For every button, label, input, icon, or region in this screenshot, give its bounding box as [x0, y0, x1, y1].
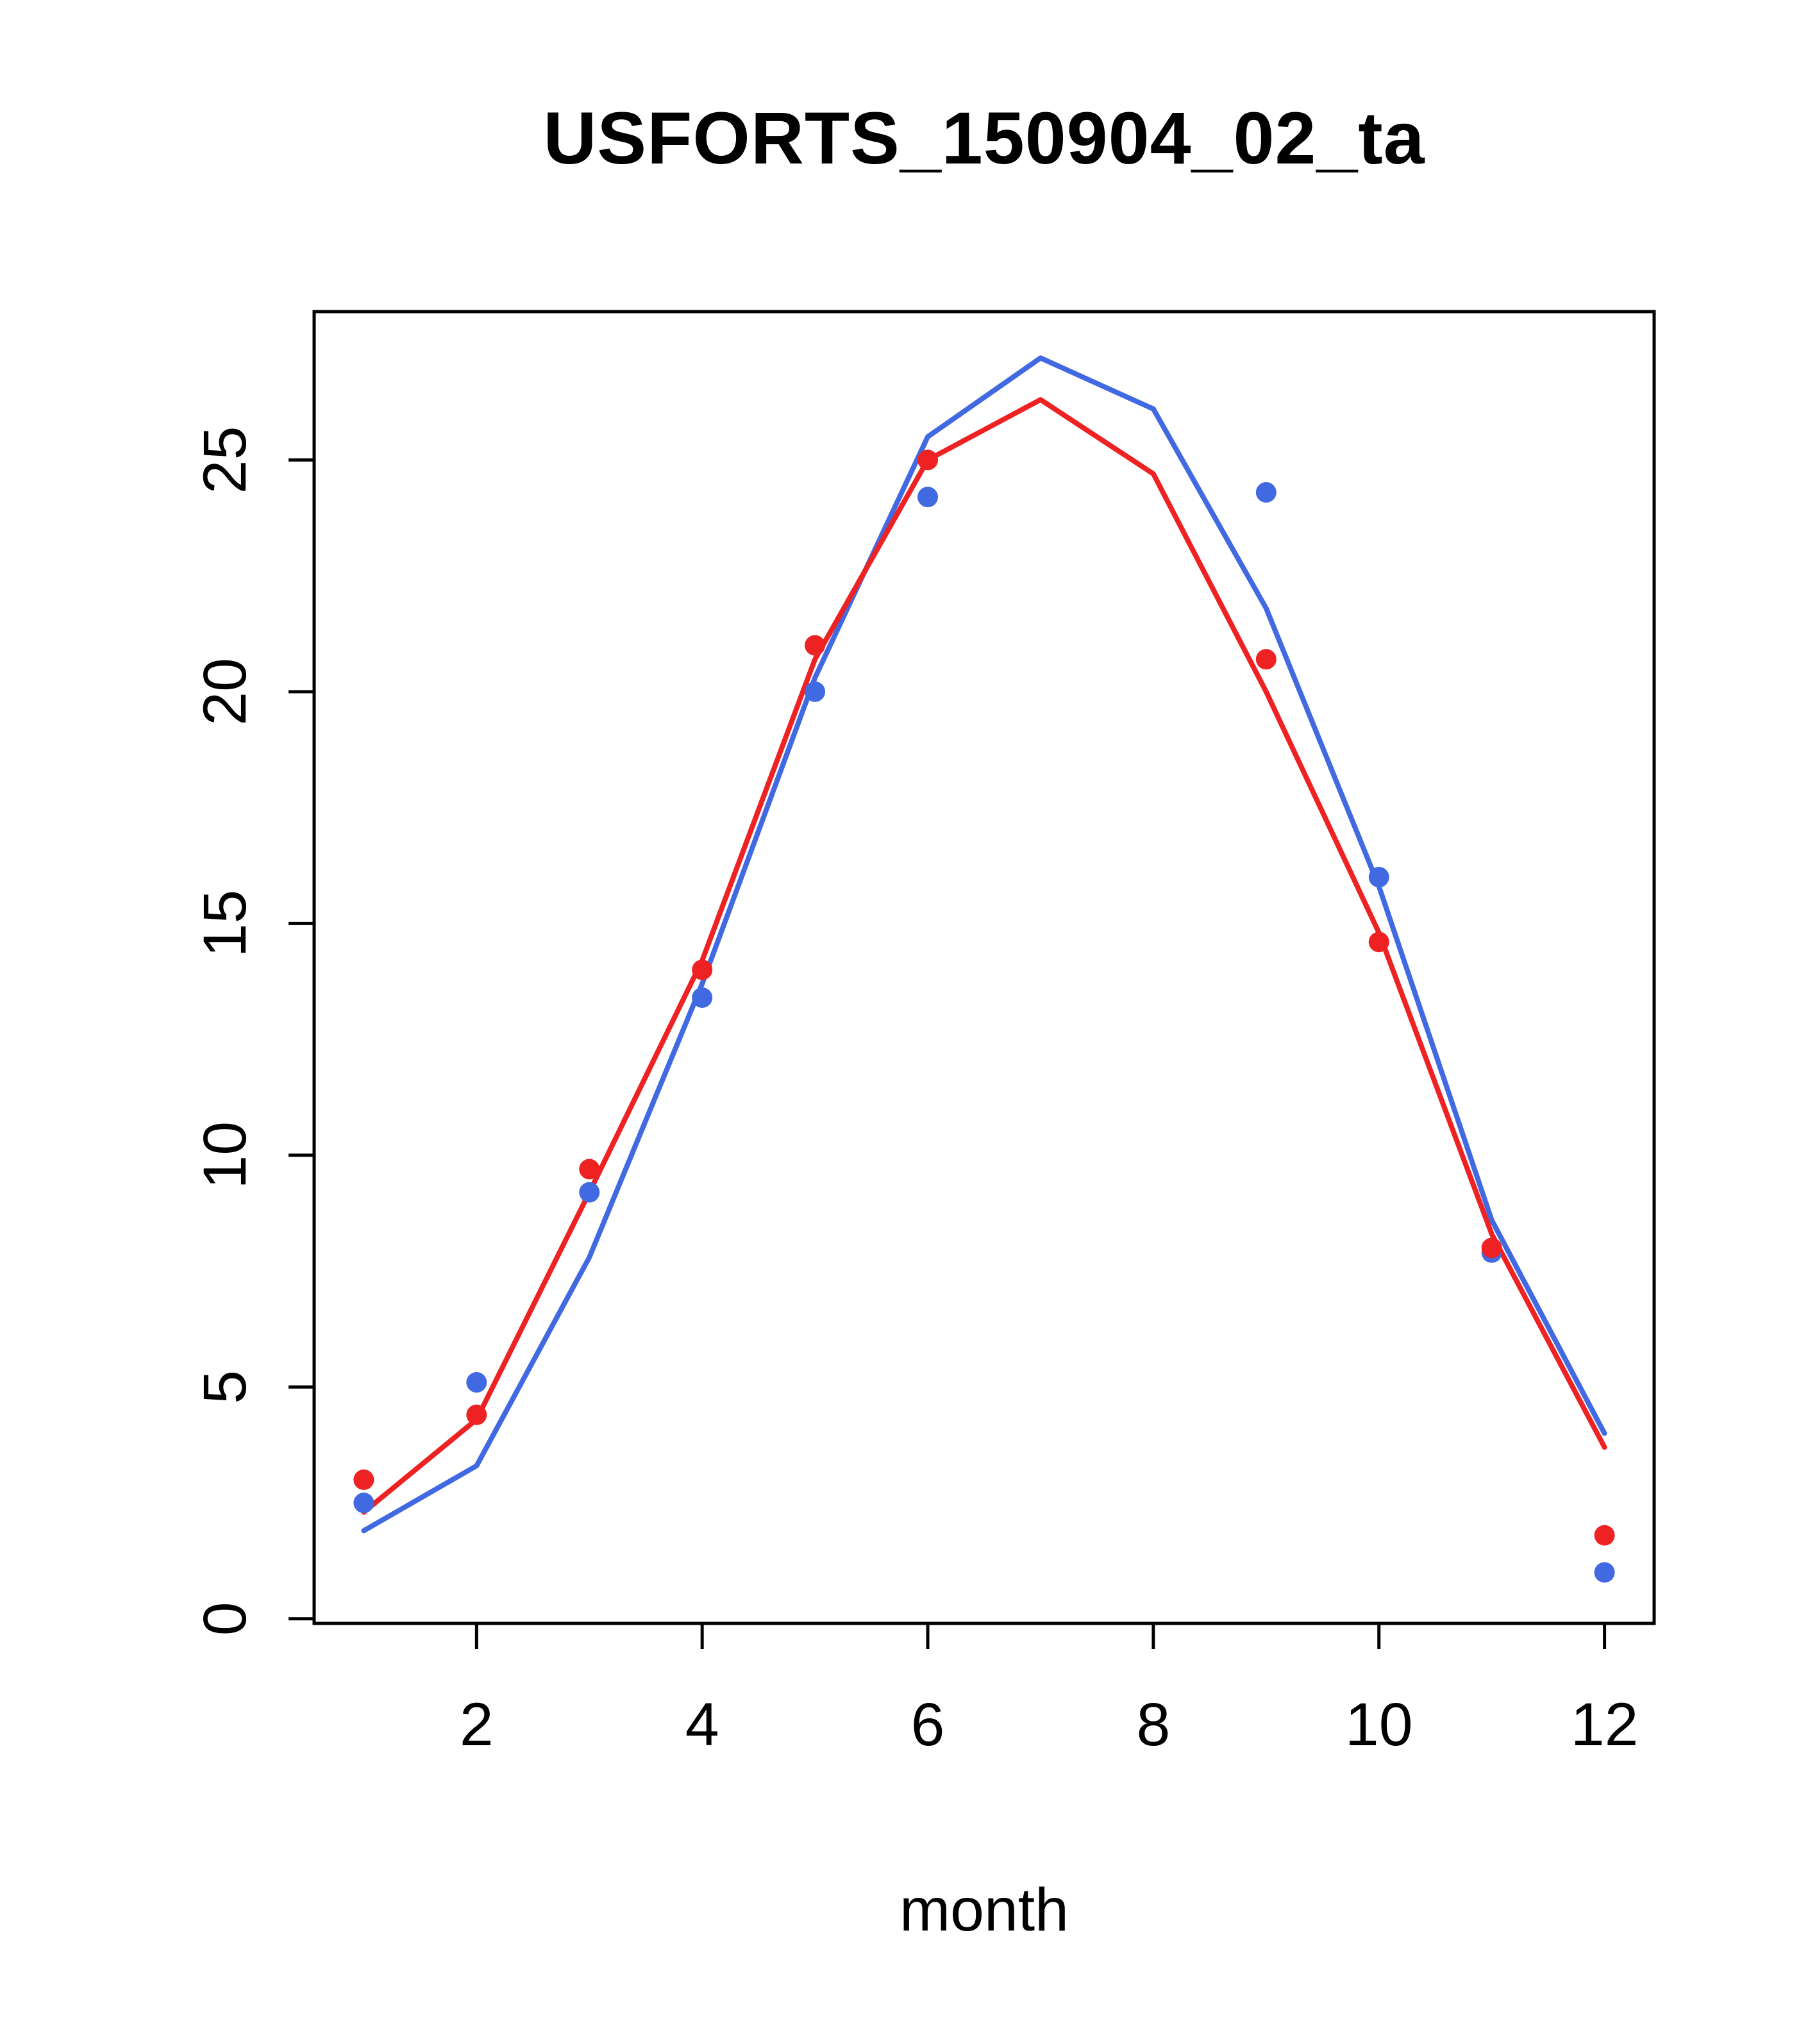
chart-title: USFORTS_150904_02_ta [543, 97, 1425, 180]
plot-box [312, 310, 1656, 1625]
y-tick-label: 5 [191, 1370, 259, 1404]
x-tick-label: 8 [1136, 1691, 1170, 1759]
point-red-points [1368, 932, 1389, 953]
point-blue-points [917, 487, 939, 508]
y-tick-label: 25 [191, 426, 259, 494]
series-blue-line [361, 355, 1607, 1534]
point-blue-points [466, 1372, 487, 1393]
point-red-points [466, 1404, 487, 1425]
x-axis-label: month [899, 1876, 1069, 1944]
point-red-points [1255, 649, 1277, 670]
series-red-line [361, 397, 1607, 1515]
point-red-points [579, 1159, 600, 1180]
x-tick-label: 4 [685, 1691, 719, 1759]
point-blue-points [805, 681, 826, 702]
x-tick-label: 2 [460, 1691, 494, 1759]
y-tick-label: 20 [191, 658, 259, 726]
point-red-points [1594, 1525, 1615, 1546]
x-tick-label: 6 [911, 1691, 945, 1759]
x-tick-label: 10 [1345, 1691, 1413, 1759]
point-blue-points [353, 1493, 374, 1514]
y-tick-label: 15 [191, 889, 259, 957]
point-red-points [692, 959, 713, 980]
x-tick-label: 12 [1571, 1691, 1639, 1759]
point-blue-points [579, 1182, 600, 1203]
point-blue-points [692, 987, 713, 1008]
point-red-points [917, 449, 939, 471]
point-red-points [805, 635, 826, 656]
point-blue-points [1368, 867, 1389, 888]
point-blue-points [1255, 482, 1277, 503]
point-red-points [353, 1469, 374, 1490]
y-tick-label: 0 [191, 1602, 259, 1636]
point-blue-points [1594, 1562, 1615, 1583]
point-red-points [1481, 1237, 1502, 1259]
y-tick-label: 10 [191, 1121, 259, 1189]
